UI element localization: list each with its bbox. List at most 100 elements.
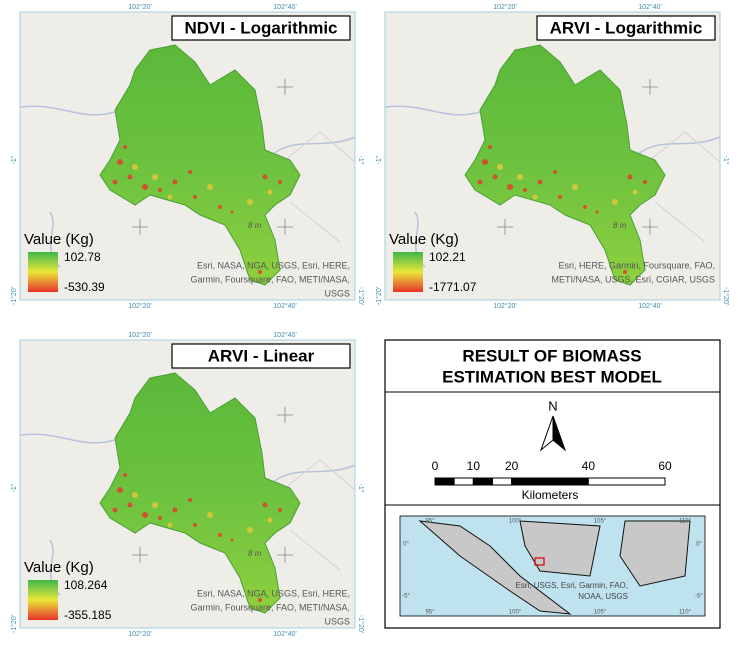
graticule-cross	[277, 79, 293, 95]
legend-title: Value (Kg)	[24, 231, 94, 248]
scale-segment	[587, 477, 666, 486]
graticule-cross	[277, 547, 293, 563]
graticule-cross	[642, 79, 658, 95]
y-coordinate-label: -1°20'	[357, 287, 365, 305]
summary-panel: RESULT OF BIOMASS ESTIMATION BEST MODEL N 0…	[384, 339, 721, 629]
graticule-cross	[277, 219, 293, 235]
study-area-marker	[534, 557, 545, 566]
attribution: Garmin, Foursquare, FAO, METI/NASA,	[190, 602, 350, 612]
inset-x-label: 110°	[679, 610, 692, 616]
y-coordinate-label: -1°	[375, 155, 383, 164]
graticule-cross	[132, 219, 148, 235]
scale-segment	[492, 477, 513, 486]
inset-attribution: Esri, USGS, Esri, Garmin, FAO,	[516, 581, 628, 590]
inset-x-label: 105°	[594, 610, 607, 616]
title-box	[171, 15, 351, 41]
map-label: 8 m	[613, 221, 627, 230]
scale-unit: Kilometers	[522, 488, 579, 502]
inset-x-label: 100°	[509, 519, 522, 525]
map-panel: 8 m ARVI - Logarithmic 102°20' 102°20' 102°4…	[375, 3, 730, 310]
title-box	[536, 15, 716, 41]
y-coordinate-label: -1°	[722, 155, 730, 164]
y-coordinate-label: -1°	[357, 483, 365, 492]
legend-title: Value (Kg)	[389, 231, 459, 248]
attribution: Esri, NASA, NGA, USGS, Esri, HERE,	[197, 260, 350, 270]
y-coordinate-label: -1°20'	[357, 615, 365, 633]
legend-min: -355.185	[64, 608, 112, 622]
summary-title: ESTIMATION BEST MODEL	[442, 367, 662, 386]
graticule-cross	[642, 219, 658, 235]
inset-x-label: 110°	[679, 519, 692, 525]
inset-y-label: -5°	[695, 594, 703, 600]
inset-x-label: 105°	[594, 519, 607, 525]
attribution: Esri, HERE, Garmin, Foursquare, FAO,	[558, 260, 715, 270]
x-coordinate-label: 102°40'	[273, 331, 297, 339]
north-arrow	[552, 415, 567, 452]
scale-segment	[511, 477, 589, 486]
north-label: N	[548, 398, 557, 413]
inset-attribution: NOAA, USGS	[578, 592, 628, 601]
inset-map: 95° 95° 100° 100° 105° 105° 110° 110° 0° 0° -5° -5°…	[399, 515, 706, 617]
map-label: 8 m	[248, 549, 262, 558]
scale-tick-label: 10	[467, 459, 481, 473]
inset-x-label: 100°	[509, 610, 522, 616]
inset-y-label: -5°	[402, 594, 410, 600]
graticule-cross	[497, 219, 513, 235]
legend-max: 108.264	[64, 578, 108, 592]
y-coordinate-label: -1°20'	[10, 287, 18, 305]
scale-tick-label: 60	[658, 459, 672, 473]
summary-title: RESULT OF BIOMASS	[462, 346, 641, 365]
legend-title: Value (Kg)	[24, 559, 94, 576]
attribution: Garmin, Foursquare, FAO, METI/NASA,	[190, 274, 350, 284]
map-panel: 8 m ARVI - Linear 102°20' 102°20' 102°40' 102…	[10, 331, 365, 638]
y-coordinate-label: -1°	[10, 483, 18, 492]
attribution: Esri, NASA, NGA, USGS, Esri, HERE,	[197, 588, 350, 598]
x-coordinate-label: 102°20'	[493, 3, 517, 11]
attribution: USGS	[324, 616, 350, 626]
x-coordinate-label: 102°20'	[128, 302, 152, 310]
legend-max: 102.78	[64, 250, 101, 264]
y-coordinate-label: -1°	[10, 155, 18, 164]
x-coordinate-label: 102°20'	[128, 630, 152, 638]
inset-land	[418, 520, 691, 615]
inset-y-label: 0°	[403, 542, 409, 548]
panel-title: ARVI - Logarithmic	[550, 18, 703, 37]
panel-title: ARVI - Linear	[208, 346, 315, 365]
scale-segment	[472, 477, 494, 486]
scale-segment	[434, 477, 455, 486]
attribution: METI/NASA, USGS, Esri, CGIAR, USGS	[551, 274, 715, 284]
scale-segment	[453, 477, 474, 486]
inset-x-label: 95°	[425, 519, 435, 525]
legend-min: -530.39	[64, 280, 105, 294]
x-coordinate-label: 102°40'	[273, 3, 297, 11]
y-coordinate-label: -1°20'	[10, 615, 18, 633]
legend-ramp	[28, 580, 58, 620]
y-coordinate-label: -1°20'	[722, 287, 730, 305]
y-coordinate-label: -1°	[357, 155, 365, 164]
graticule-cross	[277, 407, 293, 423]
scale-tick-label: 40	[582, 459, 596, 473]
map-panel: 8 m NDVI - Logarithmic 102°20' 102°20' 102°4…	[10, 3, 365, 310]
x-coordinate-label: 102°20'	[128, 3, 152, 11]
scale-tick-label: 20	[505, 459, 519, 473]
legend-max: 102.21	[429, 250, 466, 264]
panel-title: NDVI - Logarithmic	[184, 18, 337, 37]
legend-ramp	[393, 252, 423, 292]
x-coordinate-label: 102°40'	[273, 302, 297, 310]
attribution: USGS	[324, 288, 350, 298]
scale-tick-label: 0	[432, 459, 439, 473]
legend-ramp	[28, 252, 58, 292]
x-coordinate-label: 102°40'	[638, 302, 662, 310]
inset-x-label: 95°	[425, 610, 435, 616]
inset-y-label: 0°	[696, 542, 702, 548]
title-box	[171, 343, 351, 369]
y-coordinate-label: -1°20'	[375, 287, 383, 305]
x-coordinate-label: 102°20'	[493, 302, 517, 310]
legend-min: -1771.07	[429, 280, 477, 294]
map-label: 8 m	[248, 221, 262, 230]
graticule-cross	[132, 547, 148, 563]
x-coordinate-label: 102°40'	[273, 630, 297, 638]
x-coordinate-label: 102°40'	[638, 3, 662, 11]
x-coordinate-label: 102°20'	[128, 331, 152, 339]
